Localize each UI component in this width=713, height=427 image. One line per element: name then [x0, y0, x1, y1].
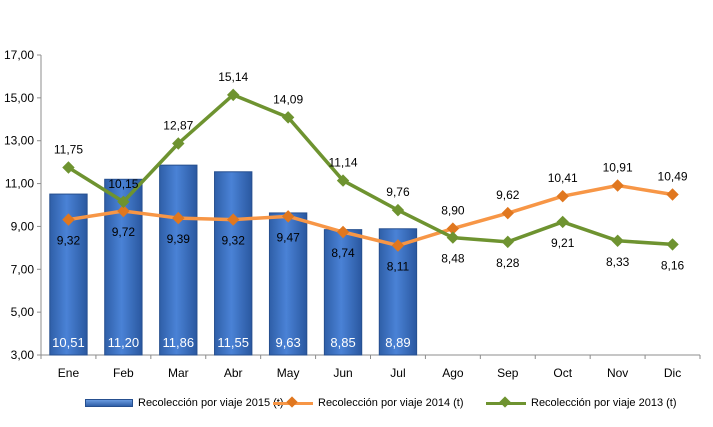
- line-value-label: 10,15: [108, 177, 138, 191]
- legend-swatch-2013: [486, 395, 526, 408]
- line-value-label: 8,11: [387, 260, 410, 274]
- line-value-label: 9,39: [167, 232, 191, 246]
- legend-swatch-2015: [85, 399, 133, 407]
- marker-point: [172, 137, 185, 150]
- line-value-label: 10,91: [603, 161, 633, 175]
- line-value-label: 9,62: [496, 188, 520, 202]
- line-value-label: 8,90: [441, 204, 465, 218]
- bar-value-label: 11,86: [163, 335, 195, 350]
- legend-label-2013: Recolección por viaje 2013 (t): [531, 397, 677, 409]
- line-value-label: 8,74: [331, 246, 355, 260]
- line-value-label: 8,28: [496, 256, 520, 270]
- x-tick-label: Oct: [553, 366, 572, 380]
- series-line-2014: [68, 183, 673, 248]
- line-value-label: 9,32: [57, 234, 81, 248]
- series-line-2013: [67, 93, 673, 247]
- line-value-label: 9,32: [222, 234, 246, 248]
- bar-value-label: 10,51: [52, 335, 85, 350]
- y-tick-label: 11,00: [5, 177, 34, 191]
- x-tick-label: Abr: [224, 366, 243, 380]
- y-tick-label: 5,00: [11, 305, 35, 319]
- bar-value-label: 11,20: [108, 335, 140, 350]
- line-value-label: 15,14: [218, 70, 248, 84]
- marker-point: [227, 88, 240, 102]
- marker-point: [391, 203, 405, 217]
- marker-point: [501, 206, 514, 220]
- marker-point: [281, 111, 295, 124]
- line-value-label: 8,16: [661, 258, 685, 272]
- marker-point: [391, 239, 405, 252]
- bar: [159, 164, 198, 356]
- x-tick-label: Mar: [168, 366, 189, 380]
- marker-point: [117, 204, 130, 218]
- marker-point: [556, 190, 569, 203]
- legend-item-2015: Recolección por viaje 2015 (t): [85, 397, 284, 409]
- x-tick-label: May: [277, 366, 300, 380]
- bar-value-label: 8,85: [330, 335, 355, 350]
- line-value-label: 9,21: [551, 236, 575, 250]
- x-tick-label: Sep: [497, 366, 519, 380]
- legend-item-2014: Recolección por viaje 2014 (t): [273, 395, 464, 409]
- line-value-label: 10,41: [548, 171, 578, 185]
- marker-point: [117, 195, 130, 208]
- marker-point: [501, 235, 514, 249]
- bar: [214, 171, 253, 356]
- marker-point: [666, 238, 679, 251]
- bar-value-label: 8,89: [385, 335, 410, 350]
- y-tick-label: 13,00: [4, 134, 34, 148]
- marker-point: [666, 188, 679, 201]
- line-value-label: 8,48: [441, 252, 465, 266]
- y-tick-label: 9,00: [11, 219, 35, 233]
- marker-point: [281, 210, 295, 223]
- marker-point: [336, 225, 350, 239]
- line-value-label: 11,75: [54, 143, 83, 157]
- bar: [268, 212, 308, 356]
- marker-point: [611, 179, 624, 192]
- x-tick-label: Feb: [113, 366, 134, 380]
- x-tick-label: Ago: [442, 366, 464, 380]
- x-tick-label: Ene: [58, 366, 80, 380]
- legend-item-2013: Recolección por viaje 2013 (t): [486, 395, 677, 409]
- line-value-label: 12,87: [163, 119, 193, 133]
- marker-point: [172, 211, 185, 225]
- axes: 3,00 5,00 7,00 9,00 11,00 13,00 15,00 17,00 Ene F…: [4, 48, 701, 380]
- marker-point: [336, 174, 350, 187]
- line-value-label: 9,72: [112, 225, 136, 239]
- marker-point: [611, 234, 624, 247]
- data-labels: 10,51 11,20 11,86 11,55 9,63 8,85 8,89 9,32 11,7…: [52, 70, 688, 350]
- legend: Recolección por viaje 2015 (t) Recolecci…: [0, 395, 713, 417]
- y-tick-label: 7,00: [11, 262, 35, 276]
- bar-value-label: 11,55: [217, 335, 249, 350]
- line-value-label: 10,49: [658, 170, 688, 184]
- legend-label-2014: Recolección por viaje 2014 (t): [318, 397, 464, 409]
- line-value-label: 8,33: [606, 255, 630, 269]
- x-tick-label: Dic: [664, 366, 681, 380]
- line-series: [62, 88, 679, 252]
- bar-series: [49, 164, 418, 356]
- x-tick-label: Jun: [333, 366, 352, 380]
- bar-value-label: 9,63: [275, 335, 300, 350]
- marker-point: [556, 215, 569, 229]
- y-tick-label: 15,00: [4, 91, 34, 105]
- line-value-label: 11,14: [328, 156, 357, 170]
- line-value-label: 9,47: [276, 230, 300, 244]
- x-tick-label: Jul: [390, 366, 405, 380]
- line-value-label: 14,09: [273, 92, 303, 106]
- marker-point: [227, 213, 240, 226]
- line-value-label: 9,76: [386, 185, 410, 199]
- y-tick-label: 17,00: [4, 48, 34, 62]
- legend-label-2015: Recolección por viaje 2015 (t): [138, 397, 284, 409]
- chart: 3,00 5,00 7,00 9,00 11,00 13,00 15,00 17,00 Ene F…: [4, 48, 701, 380]
- marker-point: [62, 213, 75, 226]
- x-tick-label: Nov: [607, 366, 628, 380]
- bar: [323, 229, 363, 356]
- marker-point: [446, 231, 460, 244]
- marker-point: [62, 161, 75, 174]
- legend-swatch-2014: [273, 395, 313, 408]
- y-tick-label: 3,00: [11, 348, 35, 362]
